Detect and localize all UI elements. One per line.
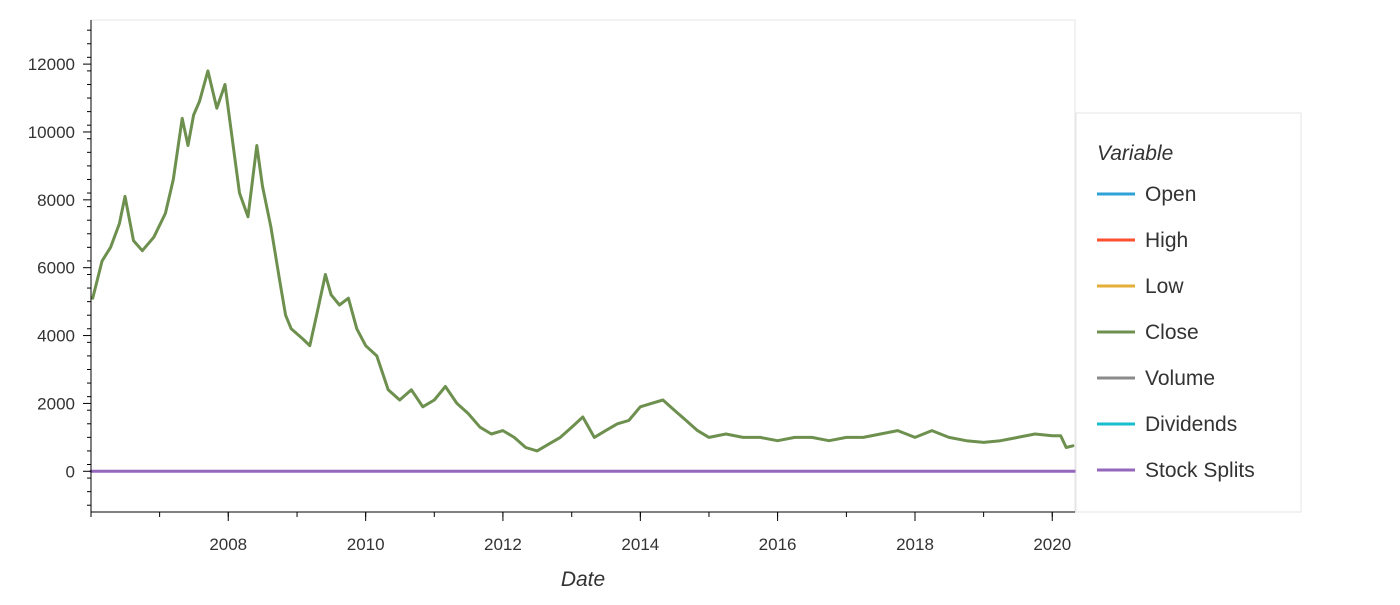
- legend-label: Low: [1145, 275, 1184, 298]
- legend-title: Variable: [1097, 142, 1173, 165]
- legend-entries: Open High Low Close Volume Dividends Stock Spl…: [1097, 183, 1255, 482]
- x-axis: 2008 2010 2012 2014 2016 2018 2020: [90, 511, 1075, 554]
- x-tick-label: 2010: [347, 535, 385, 554]
- y-tick-label: 8000: [37, 191, 75, 210]
- legend-entry: Close: [1097, 321, 1199, 344]
- x-tick-label: 2020: [1033, 535, 1071, 554]
- x-tick-label: 2016: [759, 535, 797, 554]
- x-tick-label: 2014: [621, 535, 659, 554]
- y-tick-label: 10000: [28, 123, 75, 142]
- y-tick-label: 6000: [37, 259, 75, 278]
- y-tick-label: 0: [66, 462, 75, 481]
- y-tick-label: 4000: [37, 327, 75, 346]
- legend-entry: High: [1097, 229, 1188, 252]
- series-layer: [89, 69, 1077, 473]
- legend-entry: Stock Splits: [1097, 459, 1255, 482]
- x-tick-label: 2012: [484, 535, 522, 554]
- legend: Variable Open High Low Close Volume Dividends…: [1075, 112, 1302, 513]
- x-axis-title: Date: [561, 568, 605, 591]
- legend-box: [1075, 112, 1302, 513]
- legend-label: Dividends: [1145, 413, 1237, 436]
- series-line-close: [91, 69, 1075, 453]
- legend-label: High: [1145, 229, 1188, 252]
- legend-label: Volume: [1145, 367, 1215, 390]
- legend-label: Close: [1145, 321, 1199, 344]
- x-tick-label: 2008: [209, 535, 247, 554]
- y-axis: 0 2000 4000 6000 8000 10000 12000: [28, 20, 92, 512]
- legend-label: Open: [1145, 183, 1196, 206]
- legend-entry: Volume: [1097, 367, 1215, 390]
- legend-label: Stock Splits: [1145, 459, 1255, 482]
- y-tick-label: 12000: [28, 55, 75, 74]
- legend-entry: Dividends: [1097, 413, 1237, 436]
- plot-frame: [90, 19, 1076, 513]
- y-tick-label: 2000: [37, 394, 75, 413]
- x-tick-label: 2018: [896, 535, 934, 554]
- legend-entry: Low: [1097, 275, 1184, 298]
- legend-entry: Open: [1097, 183, 1196, 206]
